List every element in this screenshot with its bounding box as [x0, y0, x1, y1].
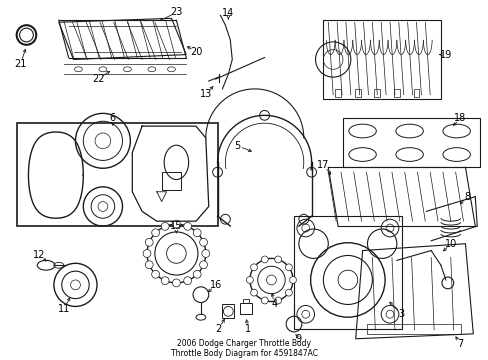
Text: 2006 Dodge Charger Throttle Body
Throttle Body Diagram for 4591847AC: 2006 Dodge Charger Throttle Body Throttl…: [170, 339, 317, 358]
Text: 7: 7: [456, 339, 463, 348]
Bar: [354, 89, 360, 97]
Circle shape: [161, 222, 169, 230]
Text: 15: 15: [170, 221, 182, 231]
Circle shape: [202, 249, 209, 257]
Bar: [222, 305, 234, 318]
Circle shape: [145, 238, 153, 246]
Text: 11: 11: [58, 304, 70, 314]
Circle shape: [183, 277, 191, 285]
Circle shape: [172, 279, 180, 287]
Circle shape: [274, 297, 281, 304]
Circle shape: [274, 256, 281, 263]
Bar: [323, 20, 440, 99]
Circle shape: [199, 238, 207, 246]
Text: 3: 3: [398, 309, 404, 319]
Text: 22: 22: [92, 74, 104, 84]
Circle shape: [145, 261, 153, 269]
Bar: [162, 172, 181, 190]
Bar: [413, 89, 419, 97]
Text: 6: 6: [109, 113, 116, 123]
Circle shape: [250, 289, 257, 296]
Text: 8: 8: [464, 192, 469, 202]
Text: 13: 13: [199, 89, 211, 99]
Circle shape: [172, 220, 180, 228]
Circle shape: [151, 229, 159, 237]
Bar: [342, 118, 479, 167]
Bar: [293, 216, 401, 329]
Text: 14: 14: [222, 8, 234, 18]
Text: 12: 12: [33, 251, 45, 261]
Bar: [366, 324, 460, 334]
Bar: [240, 302, 251, 314]
Text: 20: 20: [189, 47, 202, 57]
Circle shape: [183, 222, 191, 230]
Text: 18: 18: [453, 113, 466, 123]
Circle shape: [246, 276, 253, 283]
Circle shape: [143, 249, 151, 257]
Circle shape: [285, 289, 292, 296]
Circle shape: [193, 270, 201, 278]
Text: 21: 21: [14, 59, 27, 69]
Bar: [374, 89, 380, 97]
Text: 9: 9: [295, 334, 301, 344]
Circle shape: [285, 264, 292, 271]
Circle shape: [250, 264, 257, 271]
Circle shape: [193, 229, 201, 237]
Bar: [243, 298, 248, 302]
Circle shape: [261, 297, 267, 304]
Text: 23: 23: [170, 8, 182, 17]
Circle shape: [161, 277, 169, 285]
Circle shape: [199, 261, 207, 269]
Circle shape: [289, 276, 296, 283]
Text: 19: 19: [439, 50, 451, 60]
Bar: [393, 89, 399, 97]
Text: 16: 16: [209, 280, 221, 290]
Text: 1: 1: [244, 324, 250, 334]
Text: 17: 17: [317, 160, 329, 170]
Text: 10: 10: [444, 239, 456, 249]
Text: 2: 2: [215, 324, 221, 334]
Bar: [17, 123, 217, 226]
Circle shape: [261, 256, 267, 263]
Bar: [334, 89, 340, 97]
Text: 4: 4: [271, 300, 277, 310]
Circle shape: [151, 270, 159, 278]
Text: 5: 5: [234, 141, 240, 151]
